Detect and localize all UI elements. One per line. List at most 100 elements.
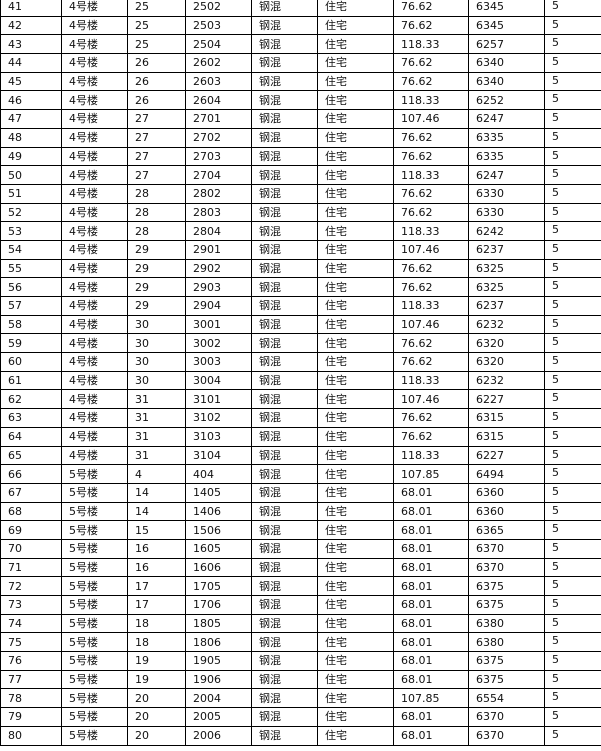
area-cell: 68.01 [393, 501, 469, 522]
usage-cell: 住宅 [317, 482, 394, 503]
row-number-cell: 77 [0, 669, 62, 690]
unit-number-cell: 1605 [185, 538, 252, 559]
unit-number-cell: 1806 [185, 632, 252, 653]
unit-price-cell: 6360 [468, 501, 545, 522]
usage-cell: 住宅 [317, 389, 394, 410]
extra-value-cell: 5 [544, 426, 601, 447]
unit-price-cell: 6325 [468, 277, 545, 297]
structure-cell: 钢混 [251, 464, 318, 484]
structure-cell: 钢混 [251, 53, 318, 73]
unit-price-cell: 6325 [468, 258, 545, 279]
unit-number-cell: 2702 [185, 127, 252, 148]
row-number-cell: 69 [0, 520, 62, 540]
structure-cell: 钢混 [251, 557, 318, 578]
row-number-cell: 64 [0, 426, 62, 447]
table-row: 57 4号楼 29 2904 钢混 住宅 118.33 6237 5 [0, 296, 601, 316]
usage-cell: 住宅 [317, 707, 394, 727]
unit-price-cell: 6315 [468, 408, 545, 428]
structure-cell: 钢混 [251, 71, 318, 92]
unit-price-cell: 6335 [468, 146, 545, 167]
row-number-cell: 59 [0, 333, 62, 354]
unit-number-cell: 1805 [185, 613, 252, 634]
building-cell: 4号楼 [61, 15, 128, 36]
structure-cell: 钢混 [251, 688, 318, 709]
area-cell: 68.01 [393, 613, 469, 634]
structure-cell: 钢混 [251, 501, 318, 522]
area-cell: 107.85 [393, 464, 469, 484]
table-row: 63 4号楼 31 3102 钢混 住宅 76.62 6315 5 [0, 408, 601, 428]
usage-cell: 住宅 [317, 557, 394, 578]
unit-number-cell: 2504 [185, 34, 252, 55]
extra-value-cell: 5 [544, 576, 601, 596]
usage-cell: 住宅 [317, 221, 394, 241]
usage-cell: 住宅 [317, 725, 394, 746]
usage-cell: 住宅 [317, 0, 394, 17]
extra-value-cell: 5 [544, 632, 601, 653]
extra-value-cell: 5 [544, 445, 601, 466]
table-row: 44 4号楼 26 2602 钢混 住宅 76.62 6340 5 [0, 53, 601, 73]
row-number-cell: 66 [0, 464, 62, 484]
unit-price-cell: 6247 [468, 165, 545, 185]
unit-number-cell: 1606 [185, 557, 252, 578]
row-number-cell: 70 [0, 538, 62, 559]
building-cell: 4号楼 [61, 183, 128, 204]
row-number-cell: 53 [0, 221, 62, 241]
structure-cell: 钢混 [251, 34, 318, 55]
usage-cell: 住宅 [317, 445, 394, 466]
structure-cell: 钢混 [251, 651, 318, 671]
row-number-cell: 61 [0, 370, 62, 391]
usage-cell: 住宅 [317, 202, 394, 223]
usage-cell: 住宅 [317, 277, 394, 297]
floor-cell: 27 [127, 146, 186, 167]
row-number-cell: 45 [0, 71, 62, 92]
floor-cell: 20 [127, 725, 186, 746]
building-cell: 4号楼 [61, 202, 128, 223]
floor-cell: 19 [127, 669, 186, 690]
table-row: 55 4号楼 29 2902 钢混 住宅 76.62 6325 5 [0, 258, 601, 279]
floor-cell: 15 [127, 520, 186, 540]
table-row: 64 4号楼 31 3103 钢混 住宅 76.62 6315 5 [0, 426, 601, 447]
unit-price-cell: 6227 [468, 389, 545, 410]
extra-value-cell: 5 [544, 53, 601, 73]
structure-cell: 钢混 [251, 576, 318, 596]
building-cell: 4号楼 [61, 71, 128, 92]
area-cell: 68.01 [393, 595, 469, 615]
extra-value-cell: 5 [544, 71, 601, 92]
floor-cell: 14 [127, 501, 186, 522]
table-row: 43 4号楼 25 2504 钢混 住宅 118.33 6257 5 [0, 34, 601, 55]
structure-cell: 钢混 [251, 239, 318, 260]
floor-cell: 31 [127, 389, 186, 410]
building-cell: 4号楼 [61, 90, 128, 111]
usage-cell: 住宅 [317, 314, 394, 335]
structure-cell: 钢混 [251, 370, 318, 391]
unit-price-cell: 6370 [468, 725, 545, 746]
table-row: 72 5号楼 17 1705 钢混 住宅 68.01 6375 5 [0, 576, 601, 596]
extra-value-cell: 5 [544, 613, 601, 634]
area-cell: 118.33 [393, 221, 469, 241]
row-number-cell: 68 [0, 501, 62, 522]
floor-cell: 18 [127, 613, 186, 634]
building-cell: 5号楼 [61, 538, 128, 559]
extra-value-cell: 5 [544, 595, 601, 615]
building-cell: 5号楼 [61, 725, 128, 746]
table-row: 52 4号楼 28 2803 钢混 住宅 76.62 6330 5 [0, 202, 601, 223]
floor-cell: 31 [127, 426, 186, 447]
usage-cell: 住宅 [317, 183, 394, 204]
extra-value-cell: 5 [544, 688, 601, 709]
extra-value-cell: 5 [544, 296, 601, 316]
unit-price-cell: 6315 [468, 426, 545, 447]
structure-cell: 钢混 [251, 165, 318, 185]
floor-cell: 30 [127, 314, 186, 335]
building-cell: 4号楼 [61, 0, 128, 17]
table-row: 54 4号楼 29 2901 钢混 住宅 107.46 6237 5 [0, 239, 601, 260]
unit-number-cell: 3001 [185, 314, 252, 335]
building-cell: 5号楼 [61, 707, 128, 727]
floor-cell: 28 [127, 221, 186, 241]
building-cell: 5号楼 [61, 576, 128, 596]
row-number-cell: 49 [0, 146, 62, 167]
area-cell: 118.33 [393, 370, 469, 391]
extra-value-cell: 5 [544, 389, 601, 410]
extra-value-cell: 5 [544, 669, 601, 690]
table-row: 60 4号楼 30 3003 钢混 住宅 76.62 6320 5 [0, 352, 601, 372]
extra-value-cell: 5 [544, 221, 601, 241]
